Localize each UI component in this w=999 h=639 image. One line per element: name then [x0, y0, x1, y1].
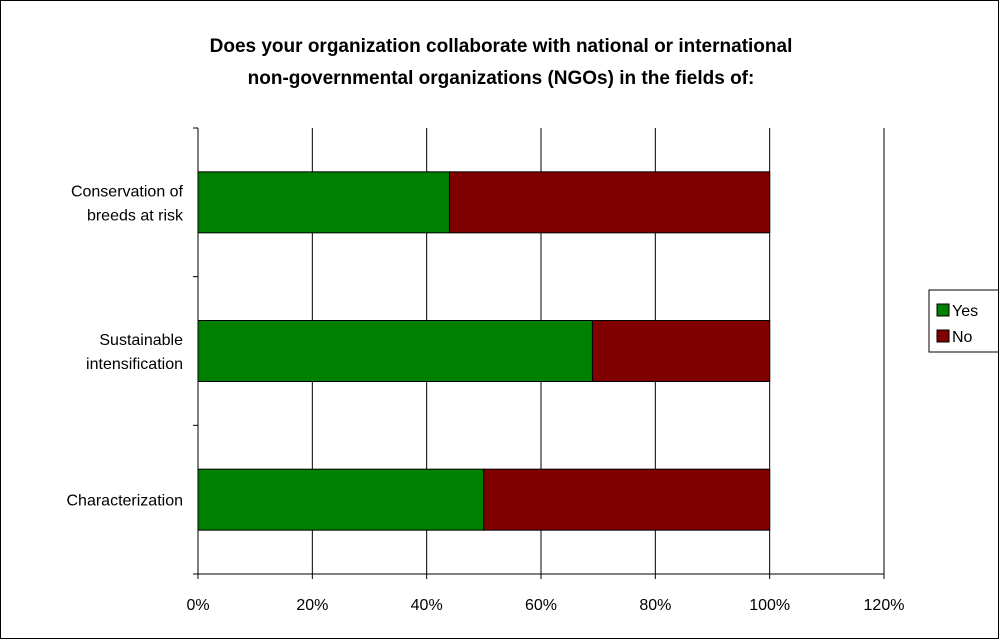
x-tick-label-4: 80% [639, 597, 671, 614]
category-label-0-line-1: breeds at risk [87, 207, 184, 224]
plot-area: 0% 20% 40% 60% 80% 100% 120% Conservation of bre… [67, 127, 905, 614]
legend-swatch-yes [936, 303, 950, 317]
category-label-0-line-0: Conservation of [71, 183, 184, 200]
bar-no-0 [449, 171, 771, 234]
legend-swatch-no [936, 329, 950, 343]
x-tick-label-3: 60% [525, 597, 557, 614]
bar-yes-0 [197, 171, 451, 234]
chart-title-line-2: non-governmental organizations (NGOs) in… [248, 68, 755, 89]
chart-title-line-1: Does your organization collaborate with … [210, 36, 793, 57]
bar-yes-2 [197, 468, 485, 531]
x-tick-label-2: 40% [411, 597, 443, 614]
category-label-1-line-1: intensification [86, 356, 183, 373]
bar-yes-1 [197, 320, 593, 382]
x-tick-label-5: 100% [749, 597, 790, 614]
bar-no-1 [591, 320, 771, 382]
legend-label-yes: Yes [952, 303, 978, 320]
legend: Yes No [928, 289, 998, 353]
chart-title: Does your organization collaborate with … [210, 36, 793, 89]
x-tick-label-0: 0% [186, 597, 209, 614]
legend-label-no: No [952, 329, 973, 346]
category-label-1-line-0: Sustainable [99, 332, 183, 349]
category-label-2-line-0: Characterization [67, 493, 184, 510]
bar-no-2 [483, 468, 771, 531]
x-tick-label-1: 20% [296, 597, 328, 614]
x-tick-label-6: 120% [864, 597, 905, 614]
